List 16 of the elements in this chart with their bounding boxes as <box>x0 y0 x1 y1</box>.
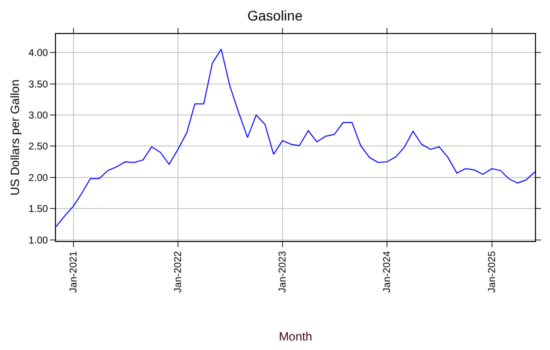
x-tick-label: Jan-2023 <box>278 250 289 293</box>
x-tick-label: Jan-2022 <box>173 250 184 293</box>
y-tick-label: 2.50 <box>28 142 48 153</box>
y-tick-label: 2.00 <box>28 172 48 184</box>
y-tick-label: 4.00 <box>28 48 48 60</box>
x-axis-title: Month <box>278 330 312 344</box>
line-series <box>56 48 535 228</box>
y-tick-label: 3.50 <box>28 79 48 90</box>
chart-title: Gasoline <box>247 7 303 24</box>
y-tick-label: 1.50 <box>28 204 48 216</box>
y-tick-label: 1.00 <box>28 235 48 246</box>
x-tick-label: Jan-2021 <box>68 250 80 293</box>
x-tick-label: Jan-2024 <box>382 250 394 293</box>
y-tick-label: 3.00 <box>28 110 48 122</box>
y-axis-title: US Dollars per Gallon <box>8 79 22 196</box>
x-tick-label: Jan-2025 <box>487 250 498 293</box>
